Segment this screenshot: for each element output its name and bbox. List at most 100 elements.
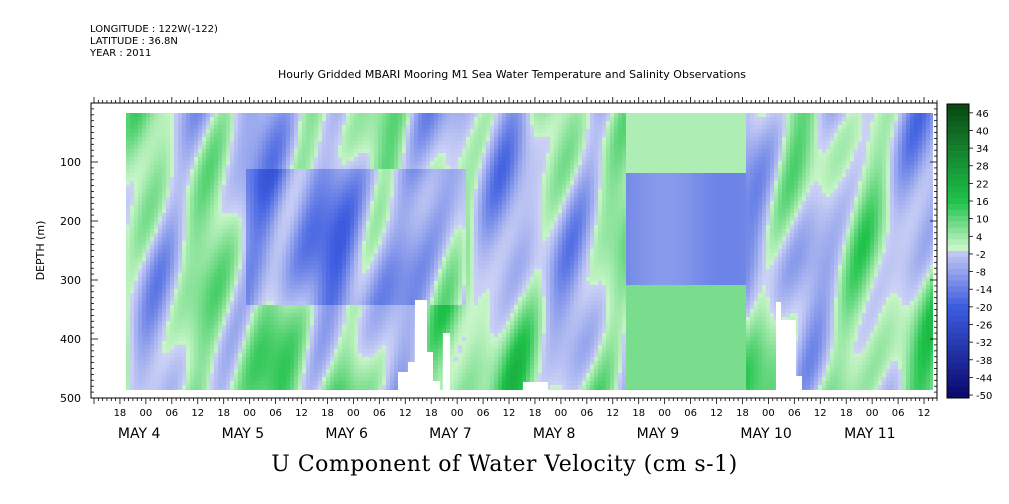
field-cell: [230, 377, 235, 382]
field-cell: [246, 245, 251, 250]
field-cell: [310, 301, 315, 306]
field-cell: [342, 161, 347, 166]
field-cell: [130, 201, 135, 206]
field-cell: [158, 205, 163, 210]
field-cell: [350, 317, 355, 322]
field-cell: [270, 169, 275, 174]
field-cell: [382, 273, 387, 278]
field-cell: [206, 117, 211, 122]
field-cell: [386, 317, 391, 322]
field-cell: [218, 301, 223, 306]
field-cell: [370, 157, 375, 162]
field-cell: [358, 381, 363, 386]
field-cell: [254, 273, 259, 278]
field-cell: [138, 141, 143, 146]
field-cell: [130, 181, 135, 186]
field-cell: [362, 193, 367, 198]
field-cell: [406, 233, 411, 238]
field-cell: [142, 321, 147, 326]
field-cell: [194, 337, 199, 342]
field-cell: [290, 297, 295, 302]
field-cell: [182, 169, 187, 174]
field-cell: [186, 201, 191, 206]
field-cell: [406, 377, 411, 382]
field-cell: [158, 153, 163, 158]
field-cell: [314, 285, 319, 290]
field-cell: [146, 213, 151, 218]
field-cell: [322, 121, 327, 126]
field-cell: [350, 305, 355, 310]
field-cell: [258, 257, 263, 262]
field-cell: [322, 285, 327, 290]
field-cell: [354, 349, 359, 354]
field-cell: [126, 177, 131, 182]
field-cell: [210, 185, 215, 190]
field-cell: [362, 337, 367, 342]
field-cell: [374, 381, 379, 386]
field-cell: [290, 181, 295, 186]
field-cell: [210, 165, 215, 170]
field-cell: [294, 141, 299, 146]
field-cell: [282, 257, 287, 262]
field-cell: [250, 177, 255, 182]
field-cell: [314, 353, 319, 358]
field-cell: [262, 129, 267, 134]
field-cell: [138, 205, 143, 210]
field-cell: [374, 361, 379, 366]
field-cell: [138, 353, 143, 358]
field-cell: [282, 277, 287, 282]
field-cell: [186, 213, 191, 218]
field-cell: [330, 305, 335, 310]
field-cell: [182, 233, 187, 238]
field-cell: [298, 185, 303, 190]
field-cell: [346, 249, 351, 254]
field-cell: [134, 137, 139, 142]
field-cell: [262, 265, 267, 270]
field-cell: [402, 177, 407, 182]
field-cell: [314, 197, 319, 202]
field-cell: [334, 329, 339, 334]
field-cell: [378, 341, 383, 346]
field-cell: [330, 117, 335, 122]
field-cell: [382, 301, 387, 306]
field-cell: [334, 265, 339, 270]
field-cell: [190, 245, 195, 250]
field-cell: [178, 161, 183, 166]
field-cell: [294, 189, 299, 194]
field-cell: [190, 173, 195, 178]
field-cell: [258, 321, 263, 326]
field-cell: [182, 137, 187, 142]
field-cell: [266, 137, 271, 142]
field-cell: [318, 333, 323, 338]
field-cell: [386, 213, 391, 218]
field-cell: [162, 145, 167, 150]
field-cell: [162, 369, 167, 374]
field-cell: [242, 241, 247, 246]
field-cell: [242, 337, 247, 342]
field-cell: [370, 389, 375, 390]
field-cell: [234, 169, 239, 174]
field-cell: [166, 253, 171, 258]
field-cell: [258, 173, 263, 178]
field-cell: [250, 193, 255, 198]
field-cell: [230, 289, 235, 294]
field-cell: [394, 313, 399, 318]
field-cell: [210, 321, 215, 326]
field-cell: [334, 261, 339, 266]
field-cell: [214, 229, 219, 234]
field-cell: [246, 181, 251, 186]
field-cell: [190, 121, 195, 126]
field-cell: [350, 193, 355, 198]
field-cell: [346, 185, 351, 190]
field-cell: [250, 141, 255, 146]
field-cell: [342, 129, 347, 134]
field-cell: [394, 193, 399, 198]
field-cell: [126, 309, 131, 314]
field-cell: [222, 201, 227, 206]
field-cell: [202, 289, 207, 294]
field-cell: [178, 317, 183, 322]
field-cell: [186, 217, 191, 222]
field-cell: [294, 321, 299, 326]
field-cell: [366, 373, 371, 378]
field-cell: [166, 277, 171, 282]
